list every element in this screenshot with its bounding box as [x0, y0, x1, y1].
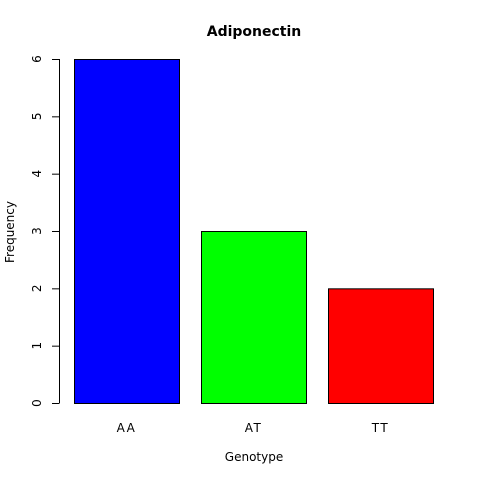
y-tick-label: 2: [30, 285, 44, 293]
y-axis: 0 1 2 3 4 5 6: [30, 55, 60, 407]
bar-at: [201, 231, 307, 404]
x-axis-label: Genotype: [225, 450, 283, 464]
y-tick-label: 0: [30, 399, 44, 407]
x-tick-labels: AA AT TT: [117, 421, 389, 435]
y-tick-label: 3: [30, 227, 44, 235]
x-tick-label: AA: [117, 421, 137, 435]
x-tick-label: AT: [245, 421, 263, 435]
bars-group: [74, 59, 434, 405]
chart-title: Adiponectin: [207, 24, 302, 40]
bar-aa: [74, 59, 180, 404]
bar-tt: [328, 288, 434, 405]
y-tick-label: 6: [30, 55, 44, 63]
y-tick-label: 5: [30, 113, 44, 121]
x-tick-label: TT: [371, 421, 389, 435]
y-axis-label: Frequency: [3, 201, 17, 263]
y-tick-label: 1: [30, 342, 44, 350]
y-tick-label: 4: [30, 170, 44, 178]
